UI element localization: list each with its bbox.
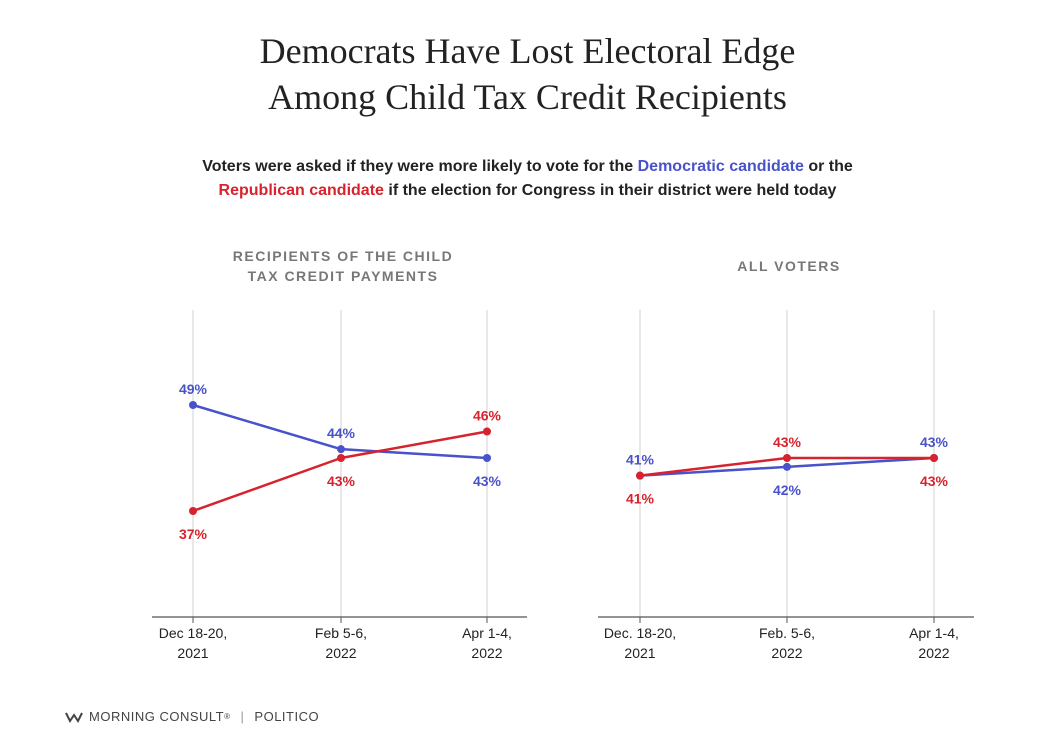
- panel-1-democratic-point: [189, 401, 197, 409]
- panel-1-republican-point: [483, 427, 491, 436]
- source-separator: |: [240, 709, 245, 724]
- source-morning-consult: MORNING CONSULT: [89, 709, 225, 724]
- panel-1-democratic-data-label: 49%: [179, 381, 208, 397]
- chart-title-line-1: Democrats Have Lost Electoral Edge: [259, 31, 796, 71]
- panel-1-title-line: TAX CREDIT PAYMENTS: [248, 268, 439, 284]
- panel-1-republican-point: [189, 507, 197, 515]
- panel-1-x-tick-label: 2021: [177, 645, 208, 661]
- panel-1-x-tick-label: Feb 5-6,: [315, 625, 367, 641]
- panel-1-x-tick-label: 2022: [325, 645, 356, 661]
- panel-2-republican-point: [636, 471, 644, 480]
- panel-2-democratic-data-label: 43%: [920, 434, 949, 450]
- panel-1-democratic-data-label: 43%: [473, 473, 502, 489]
- panel-1-republican-series-line: [192, 430, 488, 513]
- subtitle-republican-label: Republican candidate: [218, 182, 384, 199]
- panel-1-democratic-point: [483, 454, 491, 462]
- panel-2-republican-data-label: 43%: [920, 473, 949, 489]
- panel-2-republican-data-label: 43%: [773, 434, 802, 450]
- panel-2-republican-point: [930, 454, 938, 462]
- panel-2-x-tick-label: Apr 1-4,: [909, 625, 959, 641]
- source-footer: MORNING CONSULT ® | POLITICO: [65, 709, 319, 724]
- panel-1-republican-data-label: 46%: [473, 408, 502, 424]
- morning-consult-logo-icon: [65, 712, 83, 723]
- source-politico: POLITICO: [254, 709, 320, 724]
- chart-subtitle: Voters were asked if they were more like…: [0, 155, 1055, 203]
- chart-title-line-2: Among Child Tax Credit Recipients: [268, 77, 787, 117]
- panel-2-democratic-data-label: 42%: [773, 482, 802, 498]
- panel-1-x-tick-label: 2022: [471, 645, 502, 661]
- panel-2-x-tick-label: 2022: [771, 645, 802, 661]
- panel-2-democratic-data-label: 41%: [626, 452, 655, 468]
- subtitle-line-1: Voters were asked if they were more like…: [0, 155, 1055, 179]
- panel-1-republican-point: [337, 454, 345, 462]
- subtitle-text-3: if the election for Congress in their di…: [383, 182, 837, 199]
- panel-1-x-tick-label: Apr 1-4,: [462, 625, 512, 641]
- subtitle-line-2: Republican candidate if the election for…: [0, 179, 1055, 203]
- panel-2-x-tick-label: Dec. 18-20,: [604, 625, 676, 641]
- panel-1-democratic-point: [337, 445, 345, 454]
- panel-1-democratic-data-label: 44%: [327, 425, 356, 441]
- panel-2-x-tick-label: 2021: [624, 645, 655, 661]
- subtitle-democratic-label: Democratic candidate: [637, 158, 804, 175]
- trademark-mark: ®: [224, 712, 231, 721]
- panel-1-republican-data-label: 37%: [179, 526, 208, 542]
- panel-2-republican-point: [783, 454, 791, 462]
- panel-2-title-line: ALL VOTERS: [737, 258, 840, 274]
- chart-title: Democrats Have Lost Electoral Edge Among…: [0, 28, 1055, 120]
- subtitle-text-1: Voters were asked if they were more like…: [202, 158, 638, 175]
- panel-2-democratic-point: [783, 462, 791, 471]
- panel-2-republican-data-label: 41%: [626, 491, 655, 507]
- panel-1-x-tick-label: Dec 18-20,: [159, 625, 227, 641]
- panel-2-x-tick-label: 2022: [918, 645, 949, 661]
- panel-1-title-line: RECIPIENTS OF THE CHILD: [233, 248, 453, 264]
- panel-1-republican-data-label: 43%: [327, 473, 356, 489]
- panel-2-x-tick-label: Feb. 5-6,: [759, 625, 815, 641]
- subtitle-text-2: or the: [803, 158, 853, 175]
